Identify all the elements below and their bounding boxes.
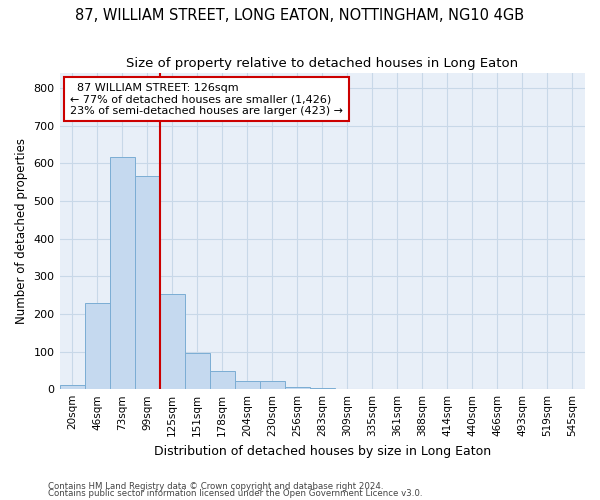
Bar — [209, 371, 235, 389]
Text: 87, WILLIAM STREET, LONG EATON, NOTTINGHAM, NG10 4GB: 87, WILLIAM STREET, LONG EATON, NOTTINGH… — [76, 8, 524, 22]
Bar — [260, 381, 285, 389]
Bar — [185, 354, 209, 389]
Bar — [59, 386, 85, 389]
Bar — [160, 294, 185, 389]
Text: Contains HM Land Registry data © Crown copyright and database right 2024.: Contains HM Land Registry data © Crown c… — [48, 482, 383, 491]
Text: 87 WILLIAM STREET: 126sqm
← 77% of detached houses are smaller (1,426)
23% of se: 87 WILLIAM STREET: 126sqm ← 77% of detac… — [70, 82, 343, 116]
Bar — [310, 388, 335, 389]
Title: Size of property relative to detached houses in Long Eaton: Size of property relative to detached ho… — [126, 58, 518, 70]
Text: Contains public sector information licensed under the Open Government Licence v3: Contains public sector information licen… — [48, 490, 422, 498]
Bar — [235, 381, 260, 389]
Bar — [134, 176, 160, 389]
X-axis label: Distribution of detached houses by size in Long Eaton: Distribution of detached houses by size … — [154, 444, 491, 458]
Y-axis label: Number of detached properties: Number of detached properties — [15, 138, 28, 324]
Bar — [85, 304, 110, 389]
Bar — [110, 157, 134, 389]
Bar — [285, 387, 310, 389]
